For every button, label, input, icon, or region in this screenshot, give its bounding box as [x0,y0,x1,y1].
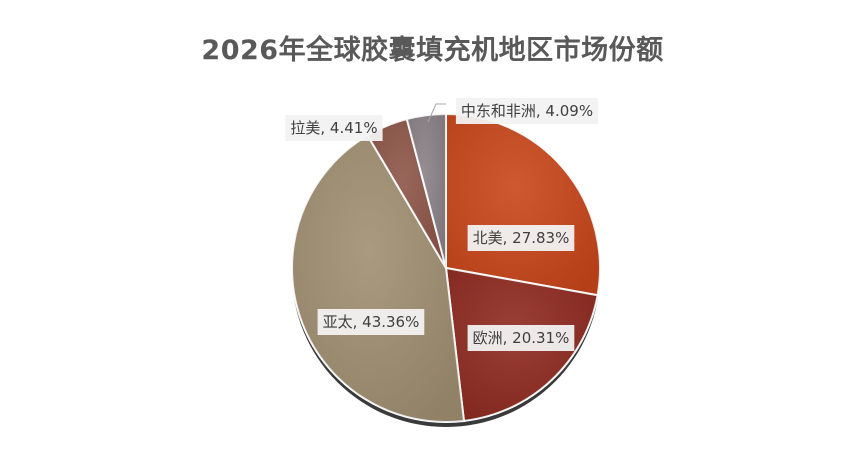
data-label-text-4: 中东和非洲, 4.09% [461,102,593,120]
data-label-4: 中东和非洲, 4.09% [455,98,599,124]
data-label-2: 亚太, 43.36% [317,309,425,335]
data-label-bg-2 [317,309,425,335]
data-label-1: 欧洲, 20.31% [467,325,575,351]
data-label-text-2: 亚太, 43.36% [323,313,420,331]
data-label-0: 北美, 27.83% [467,225,575,251]
pie-slice-0[interactable] [445,112,601,297]
chart-title: 2026年全球胶囊填充机地区市场份额 [201,35,664,66]
leader-line [427,103,446,123]
data-label-bg-4 [455,98,599,124]
data-label-bg-1 [467,325,575,351]
data-label-bg-3 [285,115,383,141]
data-label-text-3: 拉美, 4.41% [290,119,377,137]
data-label-3: 拉美, 4.41% [285,115,383,141]
data-label-bg-0 [467,225,575,251]
data-label-text-0: 北美, 27.83% [473,229,570,247]
data-label-text-1: 欧洲, 20.31% [473,329,570,347]
